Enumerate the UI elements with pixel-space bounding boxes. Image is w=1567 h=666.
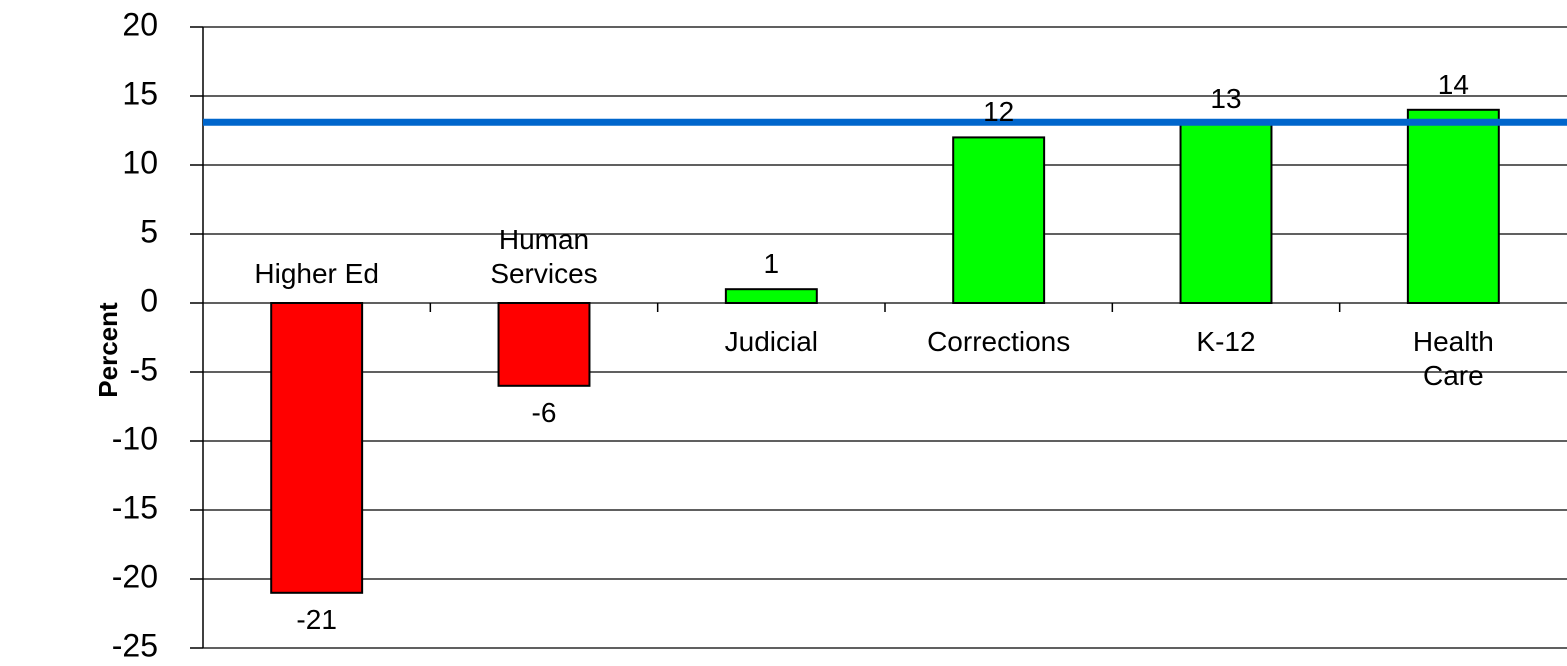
- y-tick-label: -10: [112, 420, 158, 456]
- data-label: 1: [763, 248, 780, 280]
- y-tick-label: 20: [122, 6, 158, 42]
- x-tick-label: Judicial: [724, 326, 819, 357]
- bar: [1406, 108, 1500, 304]
- data-label: -6: [531, 396, 557, 428]
- data-label: -21: [296, 603, 337, 635]
- x-tick-label: K-12: [1196, 326, 1256, 357]
- bar: [270, 302, 364, 594]
- y-tick-label: -25: [112, 627, 158, 663]
- y-axis-label: Percent: [93, 302, 123, 398]
- y-tick-label: 0: [140, 282, 158, 318]
- data-label: 13: [1210, 82, 1242, 114]
- y-tick-label: -15: [112, 489, 158, 525]
- data-label: 14: [1437, 68, 1469, 100]
- x-tick-label: Human Services: [490, 224, 598, 289]
- bar: [952, 136, 1046, 304]
- bar: [1179, 122, 1273, 304]
- y-tick-label: 10: [122, 144, 158, 180]
- x-tick-label: Higher Ed: [254, 258, 379, 289]
- y-tick-label: -20: [112, 558, 158, 594]
- x-tick-label: Health Care: [1412, 326, 1494, 391]
- bar: [724, 288, 818, 305]
- y-tick-label: 15: [122, 75, 158, 111]
- bar: [497, 302, 591, 387]
- y-tick-label: -5: [130, 351, 158, 387]
- y-tick-label: 5: [140, 213, 158, 249]
- x-tick-label: Corrections: [927, 326, 1071, 357]
- data-label: 12: [983, 96, 1015, 128]
